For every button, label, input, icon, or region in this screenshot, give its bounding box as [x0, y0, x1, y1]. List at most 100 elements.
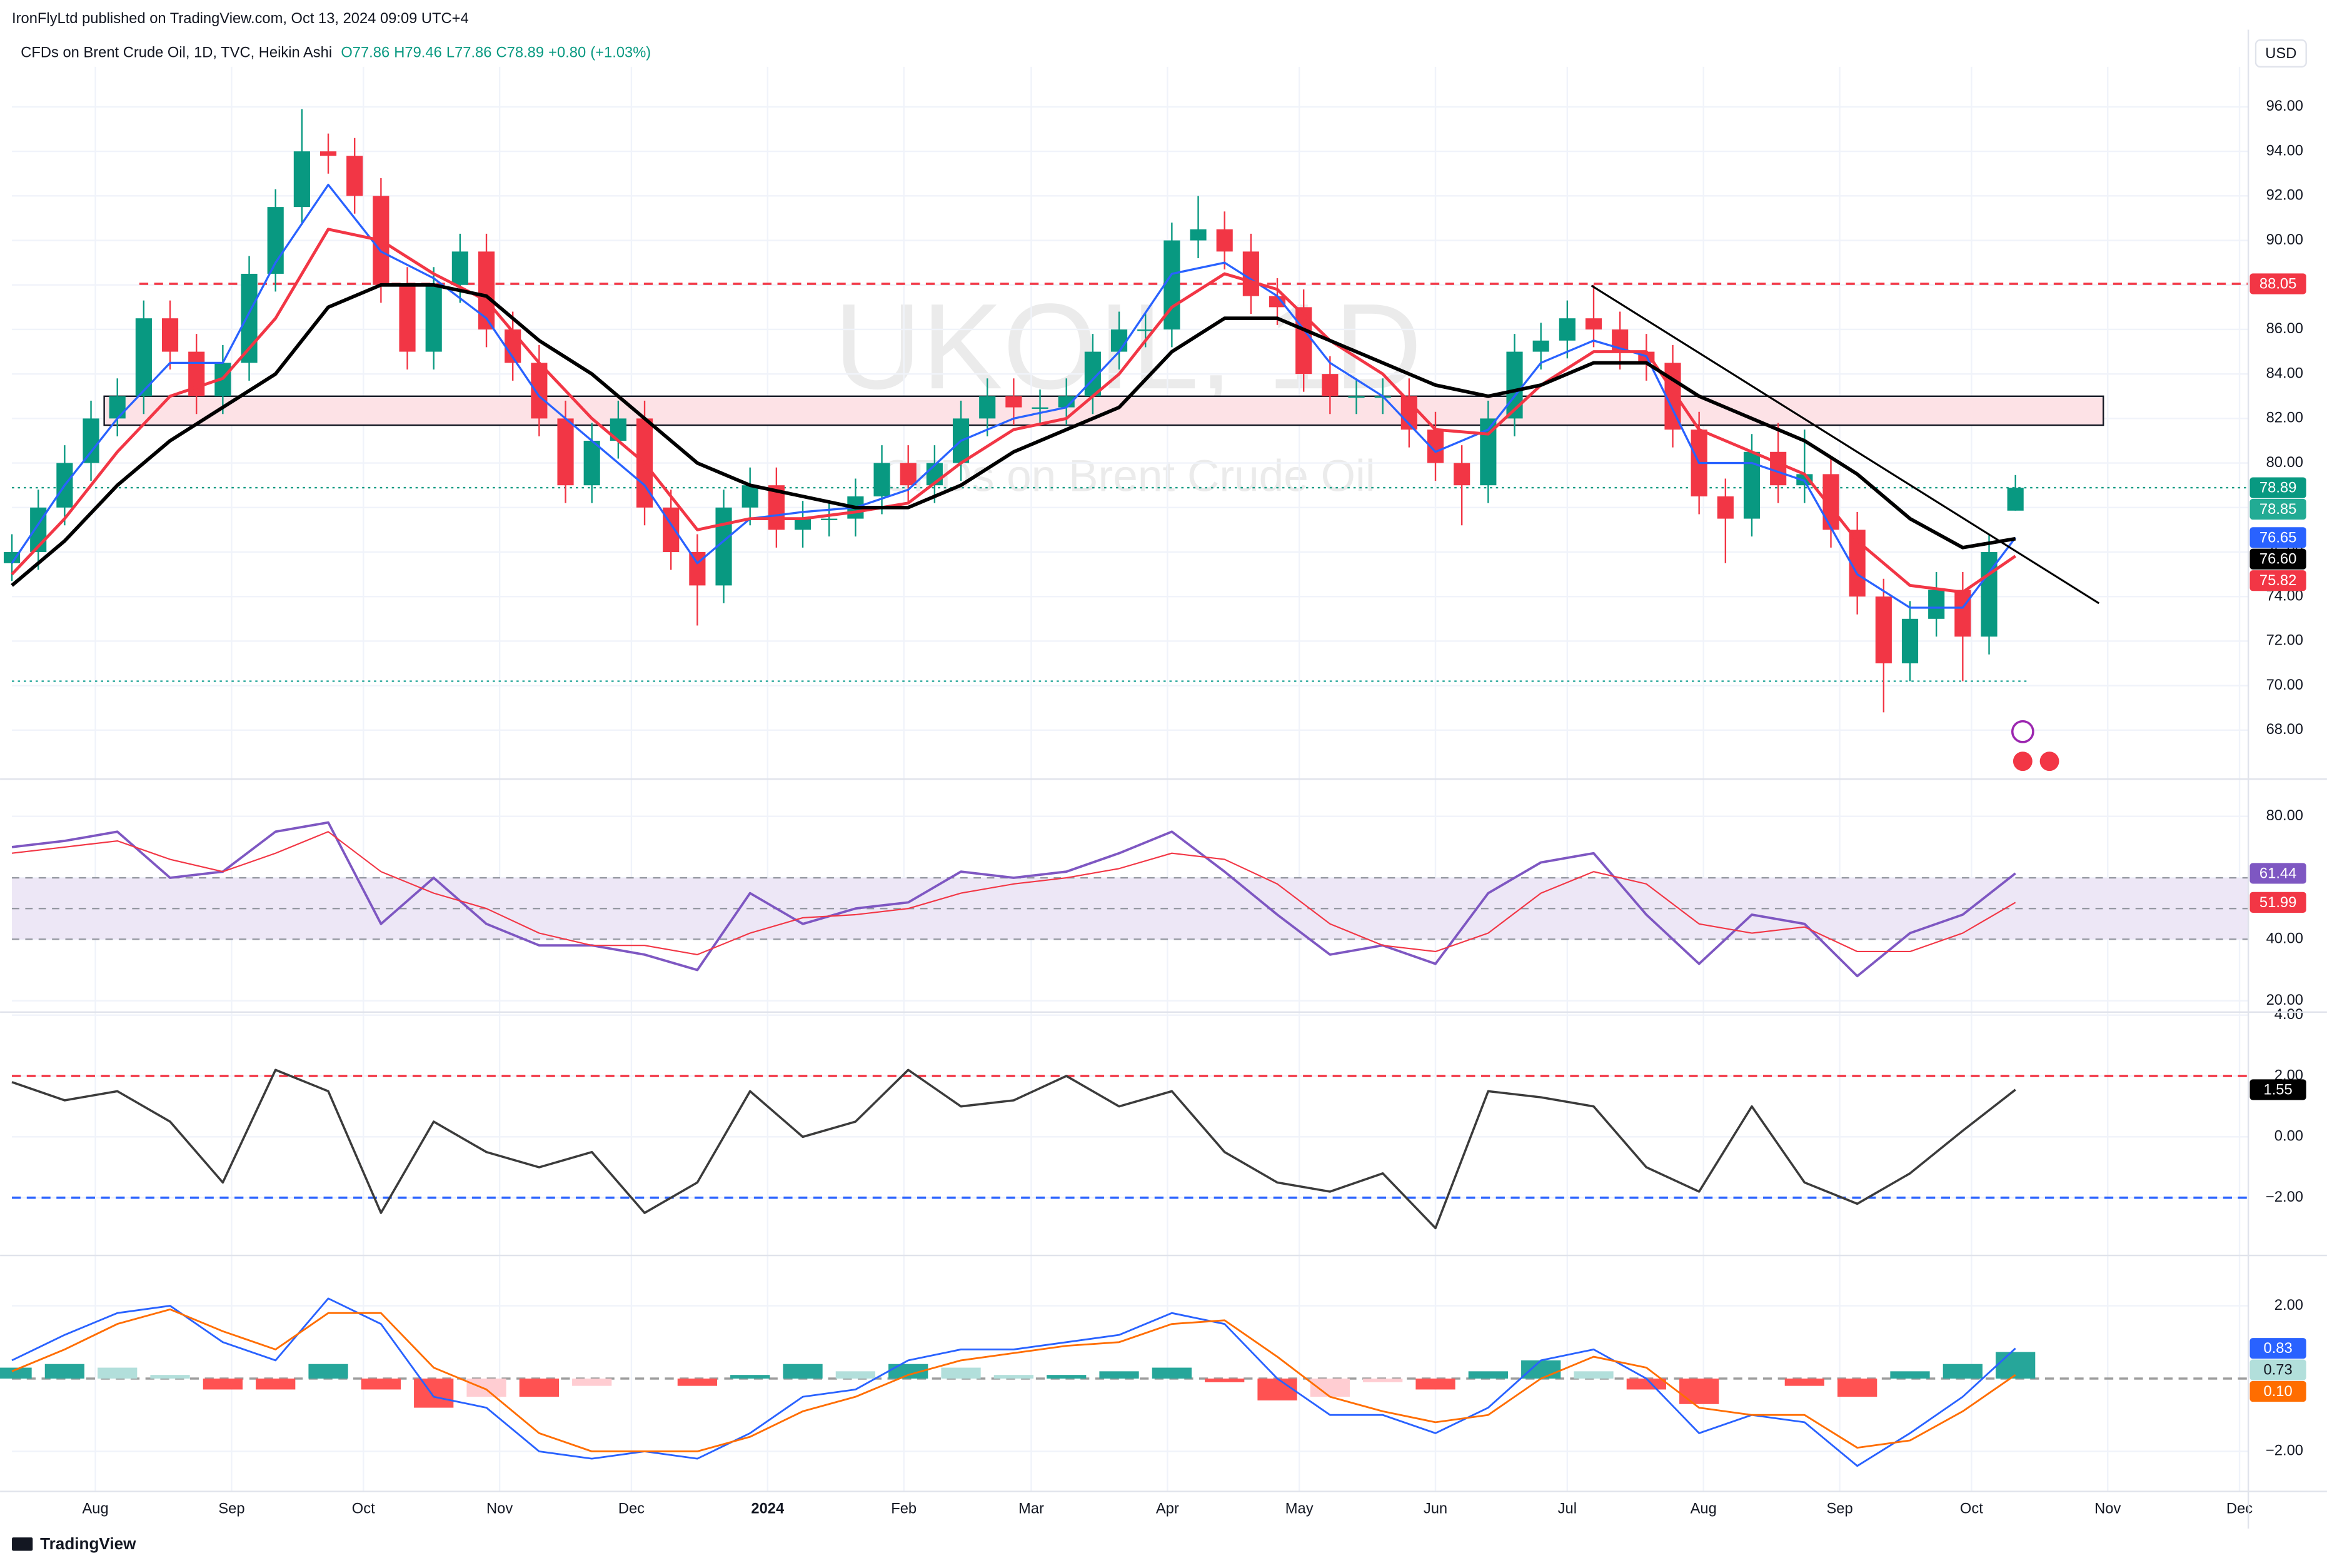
zone	[103, 395, 2104, 426]
histogram-bar	[44, 1364, 85, 1379]
legend-high: H79.46	[394, 45, 441, 61]
price-label: 76.60	[2259, 551, 2296, 568]
candle-body	[1005, 396, 1022, 408]
series-line	[11, 228, 2017, 594]
x-tick-label: Nov	[2094, 1500, 2121, 1517]
y-tick-label: 2.00	[2274, 1297, 2303, 1314]
price-label-box	[2249, 570, 2306, 591]
candle-body	[1928, 590, 1945, 619]
candle-body	[1137, 329, 1154, 331]
series-line	[11, 183, 2016, 609]
price-label: 61.44	[2259, 865, 2296, 882]
candle-body	[83, 418, 99, 463]
y-tick-label: 68.00	[2266, 721, 2303, 738]
candle-body	[1954, 590, 1971, 637]
histogram-bar	[1521, 1360, 1561, 1379]
histogram-bar	[730, 1375, 770, 1379]
x-tick-label: Sep	[218, 1500, 244, 1517]
histogram-bar	[98, 1367, 138, 1379]
x-tick-label: Aug	[1691, 1500, 1717, 1517]
price-label: 78.85	[2259, 501, 2296, 518]
candle-body	[1295, 307, 1312, 374]
histogram-bar	[941, 1367, 981, 1379]
price-label: 88.05	[2259, 276, 2296, 292]
legend: CFDs on Brent Crude Oil, 1D, TVC, Heikin…	[21, 45, 651, 61]
x-tick-label: Jul	[1558, 1500, 1577, 1517]
candle-body	[794, 518, 812, 530]
series-line	[11, 821, 2016, 978]
candle-body	[531, 363, 548, 419]
histogram-bar	[1310, 1379, 1350, 1397]
candle-body	[293, 151, 310, 208]
x-tick-label: Feb	[891, 1500, 917, 1517]
candle-body	[451, 251, 468, 285]
y-tick-label: 72.00	[2266, 633, 2303, 649]
series-line	[11, 1297, 2016, 1467]
price-label-box	[2249, 273, 2306, 294]
histogram-bar	[888, 1364, 928, 1379]
candle-body	[399, 284, 416, 352]
histogram-bar	[1415, 1379, 1455, 1390]
y-tick-label: 80.00	[2266, 455, 2303, 471]
price-label: 75.82	[2259, 573, 2296, 589]
event-icon[interactable]	[2038, 750, 2061, 773]
y-tick-label: −2.00	[2266, 1189, 2303, 1205]
histogram-bar	[308, 1364, 348, 1379]
histogram-bar	[1943, 1364, 1983, 1379]
x-tick-label: Oct	[352, 1500, 375, 1517]
price-label-box	[2249, 527, 2306, 548]
candle-body	[1770, 451, 1787, 486]
price-label-box	[2249, 498, 2306, 520]
candle-body	[1743, 451, 1761, 519]
candle-body	[109, 396, 126, 419]
y-tick-label: 96.00	[2266, 98, 2303, 114]
currency-box[interactable]	[2254, 39, 2307, 68]
price-label: 0.73	[2264, 1362, 2293, 1379]
histogram-bar	[1890, 1371, 1930, 1379]
histogram-bar	[1047, 1375, 1087, 1379]
histogram-bar	[1257, 1379, 1297, 1400]
candle-body	[873, 463, 890, 496]
y-tick-label: 84.00	[2266, 365, 2303, 381]
histogram-bar	[0, 1367, 32, 1379]
histogram-bar	[1679, 1379, 1719, 1404]
price-label-box	[2249, 892, 2306, 913]
candle-body	[1032, 407, 1048, 409]
candle-body	[1717, 496, 1734, 519]
candle-body	[1506, 351, 1523, 419]
candle-body	[3, 551, 21, 563]
candle-body	[478, 251, 495, 329]
candle-body	[135, 318, 152, 396]
candle-body	[979, 396, 996, 419]
legend-open: O77.86	[341, 45, 390, 61]
candle-body	[557, 418, 574, 486]
histogram-bar	[150, 1375, 190, 1379]
price-label: 0.83	[2264, 1340, 2293, 1357]
x-tick-label: Jun	[1424, 1500, 1447, 1517]
histogram-bar	[1099, 1371, 1139, 1379]
price-label: 51.99	[2259, 895, 2296, 911]
candle-body	[1875, 596, 1892, 664]
candle-body	[425, 284, 442, 352]
candle-body	[1532, 340, 1549, 352]
candle-body	[1242, 251, 1259, 296]
histogram-bar	[1205, 1379, 1245, 1382]
footer: TradingView	[40, 1534, 136, 1553]
histogram-bar	[1626, 1379, 1666, 1390]
series-line	[11, 1068, 2016, 1230]
series-line	[11, 831, 2016, 955]
histogram-bar	[677, 1379, 717, 1386]
histogram-bar	[519, 1379, 559, 1397]
candle-body	[1110, 329, 1128, 352]
price-label-box	[2249, 1079, 2306, 1100]
y-tick-label: 4.00	[2274, 1007, 2303, 1023]
histogram-bar	[203, 1379, 243, 1390]
trendline	[1591, 284, 2100, 605]
candle-body	[900, 463, 917, 486]
event-icon[interactable]	[2011, 750, 2034, 773]
y-tick-label: 80.00	[2266, 808, 2303, 824]
price-label-box	[2249, 477, 2306, 498]
event-icon[interactable]	[2011, 720, 2034, 743]
histogram-bar	[466, 1379, 506, 1397]
